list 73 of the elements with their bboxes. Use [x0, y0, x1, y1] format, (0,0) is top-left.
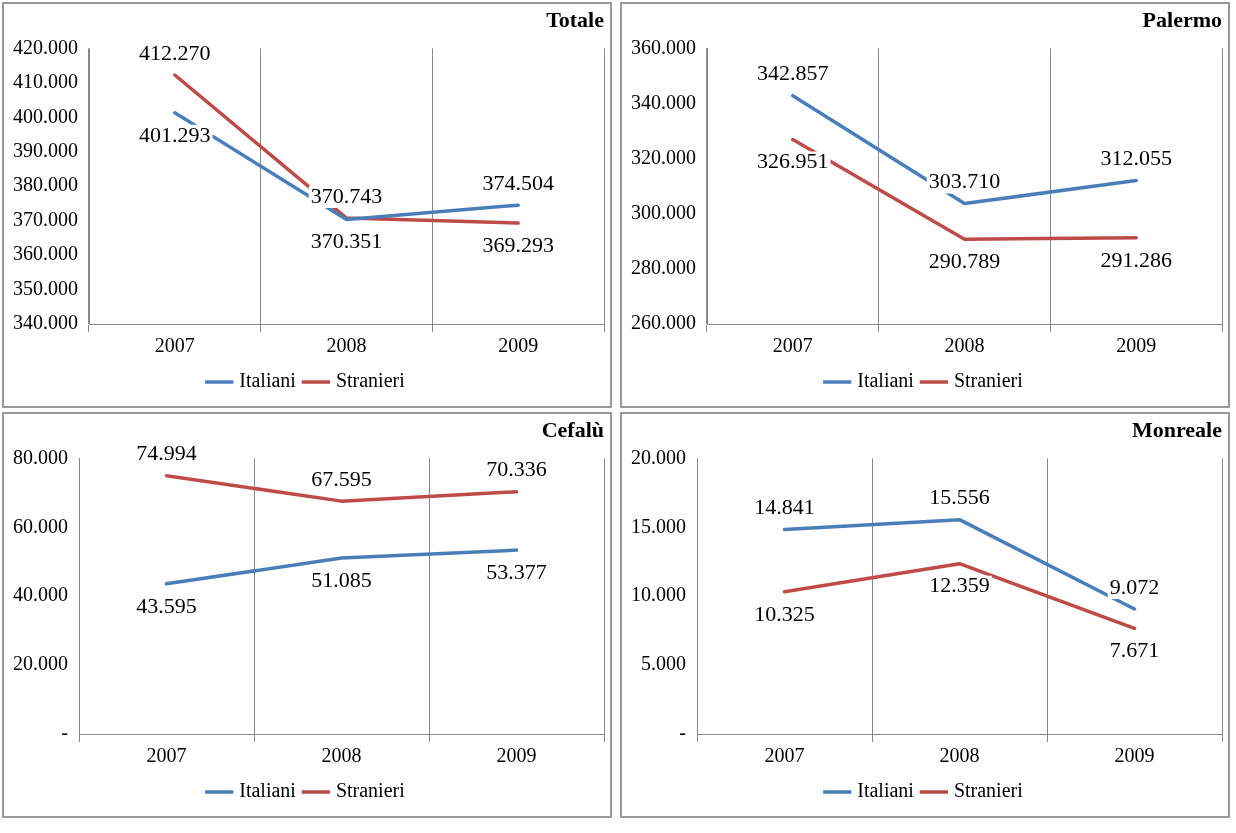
x-tick-label: 2008	[939, 744, 980, 767]
y-tick-label: 360.000	[631, 35, 696, 58]
legend-label: Italiani	[239, 779, 297, 802]
data-label: 67.595	[311, 465, 372, 491]
chart-title: Palermo	[1142, 6, 1222, 32]
x-tick-label: 2007	[764, 744, 805, 767]
x-tick-label: 2007	[154, 334, 195, 357]
y-tick-label: 10.000	[631, 583, 686, 606]
data-label: 53.377	[486, 558, 547, 584]
chart-title: Cefalù	[541, 416, 604, 442]
x-tick-label: 2009	[1116, 334, 1157, 357]
data-label: 15.556	[929, 484, 990, 510]
y-tick-label: 20.000	[13, 652, 68, 675]
data-label: 412.270	[139, 39, 211, 65]
data-label: 290.789	[928, 247, 1001, 273]
y-tick-label: 360.000	[13, 242, 78, 265]
y-tick-label: 400.000	[13, 104, 78, 127]
x-tick-label: 2009	[1114, 744, 1155, 767]
y-tick-label: 420.000	[13, 35, 78, 58]
data-label: 51.085	[311, 566, 372, 592]
y-tick-label: 340.000	[13, 311, 78, 334]
data-label: 9.072	[1109, 573, 1160, 599]
legend-label: Stranieri	[335, 779, 406, 802]
y-tick-label: 300.000	[631, 201, 696, 224]
data-label: 14.841	[754, 494, 815, 520]
chart-title: Monreale	[1131, 416, 1223, 442]
chart-title: Totale	[546, 6, 605, 32]
x-tick-label: 2009	[496, 744, 537, 767]
y-tick-label: 20.000	[631, 445, 686, 468]
legend-label: Italiani	[239, 369, 297, 392]
x-tick-label: 2007	[772, 334, 813, 357]
legend-label: Italiani	[857, 779, 915, 802]
y-tick-label: 370.000	[13, 207, 78, 230]
data-label: 70.336	[486, 456, 547, 482]
data-label: 74.994	[136, 440, 197, 466]
legend-label: Stranieri	[953, 779, 1024, 802]
data-label: 374.504	[482, 169, 554, 195]
y-tick-label: -	[61, 721, 68, 744]
y-tick-label: 280.000	[631, 256, 696, 279]
x-tick-label: 2009	[498, 334, 539, 357]
y-tick-label: 350.000	[13, 276, 78, 299]
y-tick-label: 390.000	[13, 139, 78, 161]
data-label: 370.743	[310, 182, 383, 208]
data-label: 12.359	[929, 572, 990, 598]
y-tick-label: 320.000	[631, 145, 696, 168]
y-tick-label: -	[679, 721, 686, 744]
data-label: 370.351	[310, 228, 383, 254]
data-label: 312.055	[1100, 145, 1172, 171]
data-label: 10.325	[754, 600, 815, 626]
x-tick-label: 2007	[146, 744, 187, 767]
data-label: 326.951	[757, 148, 829, 174]
data-label: 369.293	[482, 231, 554, 257]
legend-label: Stranieri	[335, 369, 406, 392]
data-label: 291.286	[1100, 246, 1172, 272]
y-tick-label: 340.000	[631, 90, 696, 113]
x-tick-label: 2008	[944, 334, 985, 357]
y-tick-label: 380.000	[13, 173, 78, 196]
y-tick-label: 410.000	[13, 70, 78, 93]
y-tick-label: 15.000	[631, 514, 686, 537]
y-tick-label: 60.000	[13, 514, 68, 537]
y-tick-label: 40.000	[13, 583, 68, 606]
data-label: 401.293	[139, 121, 211, 147]
data-label: 342.857	[757, 60, 829, 86]
data-label: 303.710	[928, 168, 1001, 194]
x-tick-label: 2008	[321, 744, 362, 767]
y-tick-label: 260.000	[631, 311, 696, 334]
legend-label: Stranieri	[953, 369, 1024, 392]
x-tick-label: 2008	[326, 334, 367, 357]
y-tick-label: 80.000	[13, 445, 68, 468]
legend-label: Italiani	[857, 369, 915, 392]
y-tick-label: 5.000	[641, 652, 686, 675]
data-label: 7.671	[1109, 637, 1160, 663]
data-label: 43.595	[136, 592, 197, 618]
